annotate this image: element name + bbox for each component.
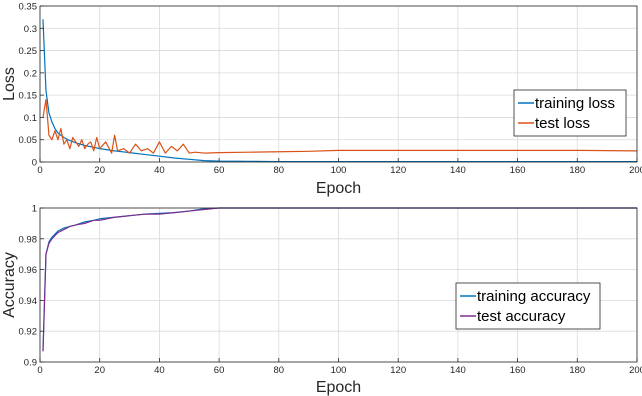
y-tick-label: 0.05 xyxy=(19,135,38,146)
legend-label: test accuracy xyxy=(477,308,566,325)
legend-label: test loss xyxy=(535,115,590,132)
legend-label: training accuracy xyxy=(477,288,591,305)
x-tick-label: 140 xyxy=(450,365,466,376)
x-tick-label: 140 xyxy=(450,165,466,176)
x-tick-label: 100 xyxy=(331,165,347,176)
x-tick-label: 60 xyxy=(214,165,225,176)
x-axis-label: Epoch xyxy=(316,379,361,396)
x-tick-label: 180 xyxy=(569,165,585,176)
x-tick-label: 120 xyxy=(390,365,406,376)
x-tick-label: 200 xyxy=(629,165,642,176)
x-tick-label: 20 xyxy=(94,165,105,176)
y-tick-label: 0.98 xyxy=(19,234,38,245)
legend-box xyxy=(455,282,601,330)
x-tick-label: 80 xyxy=(274,165,285,176)
legend-label: training loss xyxy=(535,95,615,112)
y-tick-label: 0.92 xyxy=(19,327,38,338)
y-tick-label: 0.2 xyxy=(24,68,37,79)
y-tick-label: 0.15 xyxy=(19,91,38,102)
x-axis-label: Epoch xyxy=(316,180,361,197)
legend: training loss test loss xyxy=(513,89,627,137)
x-tick-label: 160 xyxy=(510,365,526,376)
y-tick-label: 0.25 xyxy=(19,46,38,57)
legend: training accuracy test accuracy xyxy=(455,282,601,330)
x-tick-label: 100 xyxy=(331,365,347,376)
x-tick-label: 0 xyxy=(37,165,42,176)
y-tick-label: 0.96 xyxy=(19,265,38,276)
y-tick-label: 0.3 xyxy=(24,24,37,35)
x-tick-label: 60 xyxy=(214,365,225,376)
y-tick-label: 0.35 xyxy=(19,2,38,13)
x-tick-label: 20 xyxy=(94,365,105,376)
x-tick-label: 40 xyxy=(154,165,165,176)
x-tick-label: 200 xyxy=(629,365,642,376)
x-tick-label: 180 xyxy=(569,365,585,376)
series-line-test-loss xyxy=(42,99,638,154)
x-tick-label: 80 xyxy=(274,365,285,376)
x-tick-label: 120 xyxy=(390,165,406,176)
x-tick-label: 0 xyxy=(37,365,42,376)
chart-2: 0 20 40 60 80 100 120 140 160 180 200 0.9 0.92 0.94 0.… xyxy=(1,204,642,396)
y-axis-label: Accuracy xyxy=(1,252,18,318)
chart-1: 0 20 40 60 80 100 120 140 160 180 200 0 0.05 0.1 0.15 0… xyxy=(1,2,642,198)
x-tick-label: 160 xyxy=(510,165,526,176)
legend-box xyxy=(513,89,627,137)
y-tick-label: 0.1 xyxy=(24,113,37,124)
series-line-training-loss xyxy=(42,19,637,163)
y-axis-label: Loss xyxy=(1,67,18,101)
y-tick-label: 0.94 xyxy=(19,296,38,307)
y-tick-label: 0.9 xyxy=(24,358,37,369)
x-tick-label: 40 xyxy=(154,365,165,376)
y-tick-label: 1 xyxy=(32,204,37,215)
y-tick-label: 0 xyxy=(32,158,37,169)
